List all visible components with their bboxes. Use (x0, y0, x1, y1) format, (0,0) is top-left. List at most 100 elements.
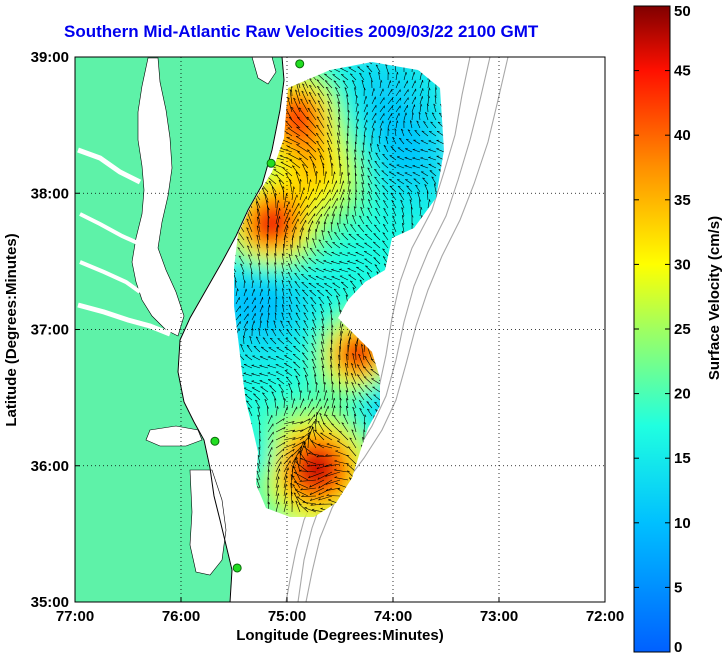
velocity-arrow-head (365, 265, 368, 267)
velocity-arrow-head (343, 180, 345, 184)
velocity-arrow-head (426, 191, 429, 194)
velocity-arrow-head (302, 441, 304, 444)
velocity-arrow (320, 311, 325, 321)
velocity-arrow-head (390, 120, 392, 124)
velocity-arrow (267, 280, 269, 289)
velocity-arrow-head (316, 466, 319, 470)
velocity-arrow-head (268, 280, 270, 283)
velocity-arrow (346, 398, 349, 409)
velocity-arrow-head (318, 296, 321, 299)
velocity-arrow-head (311, 304, 314, 307)
velocity-arrow-head (282, 448, 285, 452)
velocity-arrow (371, 96, 376, 105)
velocity-arrow-head (382, 232, 386, 234)
velocity-arrow-head (352, 80, 355, 83)
velocity-arrow (355, 243, 365, 249)
velocity-arrow (309, 78, 317, 89)
velocity-arrow-head (382, 185, 385, 187)
y-tick-label: 35:00 (31, 594, 69, 611)
velocity-arrow-head (325, 488, 329, 491)
velocity-arrow-head (305, 134, 309, 136)
velocity-arrow-head (257, 406, 260, 409)
velocity-arrow-head (311, 358, 315, 361)
velocity-arrow (375, 207, 381, 217)
velocity-arrow-head (349, 437, 353, 440)
velocity-arrow-head (345, 390, 348, 393)
velocity-arrow (375, 64, 381, 73)
velocity-arrow (315, 412, 318, 425)
velocity-arrow (281, 280, 285, 289)
velocity-arrow (315, 179, 321, 193)
velocity-arrow-head (292, 165, 295, 168)
velocity-arrow (363, 96, 367, 105)
velocity-arrow-head (301, 495, 304, 497)
velocity-arrow-head (236, 238, 240, 241)
velocity-arrow-head (420, 148, 423, 151)
velocity-arrow-head (328, 302, 332, 306)
velocity-arrow (403, 105, 408, 113)
velocity-arrow-head (365, 96, 367, 99)
velocity-arrow-head (243, 335, 245, 339)
velocity-arrow-head (401, 207, 404, 210)
velocity-arrow-head (361, 174, 364, 177)
velocity-arrow-head (309, 156, 312, 158)
velocity-arrow (317, 444, 333, 449)
velocity-arrow (256, 208, 261, 225)
velocity-arrow-head (347, 205, 350, 209)
velocity-arrow-head (346, 140, 349, 144)
velocity-arrow (372, 249, 381, 257)
velocity-arrow (334, 460, 349, 465)
velocity-arrow-head (246, 227, 249, 230)
velocity-arrow-head (299, 235, 302, 239)
velocity-arrow (317, 93, 325, 105)
velocity-arrow-head (303, 187, 305, 191)
velocity-arrow-head (354, 157, 357, 160)
velocity-arrow (283, 475, 287, 489)
velocity-arrow (399, 192, 405, 201)
velocity-arrow (294, 281, 301, 289)
velocity-arrow (267, 423, 274, 433)
velocity-arrow-head (361, 79, 364, 83)
velocity-arrow (275, 484, 279, 497)
velocity-arrow (307, 213, 316, 225)
velocity-arrow (283, 460, 291, 473)
velocity-arrow (302, 297, 309, 305)
velocity-arrow-head (378, 135, 381, 139)
velocity-arrow-head (251, 327, 254, 331)
potomac-river (77, 147, 142, 185)
velocity-arrow-head (346, 398, 349, 401)
velocity-arrow (264, 328, 269, 337)
velocity-arrow (248, 254, 253, 265)
velocity-arrow-head (353, 421, 356, 424)
velocity-arrow-head (366, 65, 370, 67)
velocity-arrow (299, 187, 305, 201)
velocity-arrow-head (324, 381, 327, 385)
velocity-arrow (365, 393, 373, 401)
velocity-arrow (324, 80, 333, 89)
velocity-arrow (343, 414, 349, 425)
velocity-arrow-head (365, 393, 369, 395)
velocity-arrow (401, 207, 405, 217)
velocity-arrow (267, 356, 277, 361)
velocity-arrow-head (298, 107, 302, 110)
velocity-arrow (351, 363, 357, 377)
velocity-arrow-head (397, 71, 399, 75)
york-river (79, 260, 142, 294)
velocity-arrow-head (342, 324, 344, 327)
velocity-arrow-head (288, 288, 291, 291)
velocity-arrow (293, 472, 309, 481)
velocity-arrow (311, 311, 317, 321)
velocity-arrow (295, 304, 301, 313)
velocity-arrow-head (347, 164, 350, 167)
velocity-arrow-head (316, 140, 319, 143)
velocity-arrow-head (330, 364, 333, 368)
velocity-arrow-head (278, 476, 280, 480)
velocity-arrow (382, 240, 389, 249)
velocity-cell (294, 511, 307, 517)
velocity-arrow (324, 283, 333, 289)
velocity-arrow-head (387, 128, 390, 131)
velocity-arrow (382, 224, 389, 233)
velocity-arrow-head (247, 245, 250, 248)
velocity-arrow (247, 407, 253, 417)
